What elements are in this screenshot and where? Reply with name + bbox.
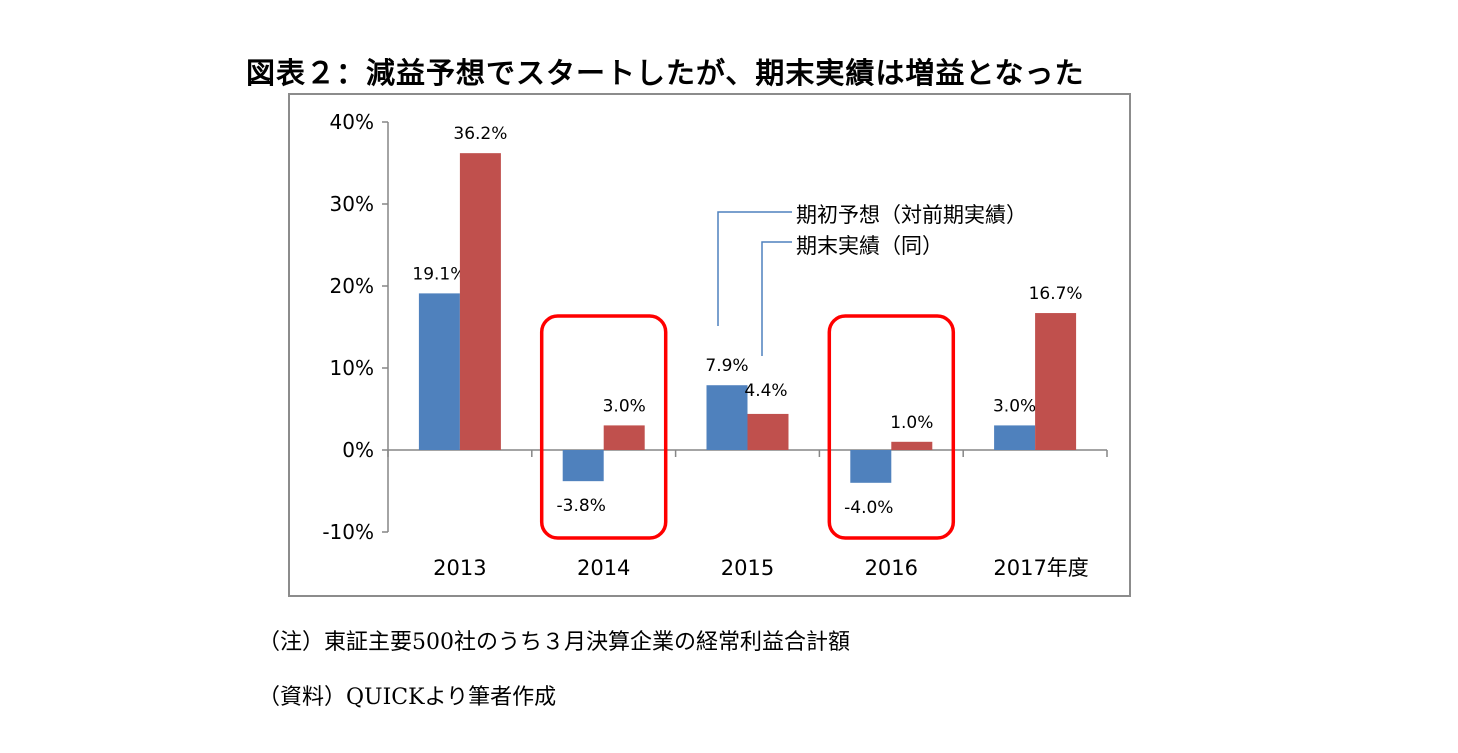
bar-actual	[891, 441, 933, 450]
legend-label-actual: 期末実績（同）	[796, 234, 943, 258]
legend-label-forecast: 期初予想（対前期実績）	[796, 203, 1027, 227]
data-label: 4.4%	[744, 381, 787, 401]
y-tick-label: 10%	[330, 356, 374, 380]
bar-actual	[603, 425, 645, 450]
y-tick-label: 30%	[330, 192, 374, 216]
highlight-box	[827, 314, 956, 540]
bar-actual	[459, 153, 501, 450]
bar-forecast	[994, 425, 1036, 450]
data-label: 3.0%	[603, 396, 646, 416]
data-label: -3.8%	[557, 496, 606, 516]
footnote: （注）東証主要500社のうち３月決算企業の経常利益合計額	[258, 630, 850, 655]
y-tick-label: 20%	[330, 274, 374, 298]
bar-forecast	[562, 450, 604, 482]
x-category-label: 2014	[577, 556, 630, 580]
x-category-label: 2016	[865, 556, 918, 580]
chart-frame	[288, 93, 1131, 597]
data-label: 3.0%	[993, 396, 1036, 416]
legend-leader-actual	[761, 241, 792, 356]
bar-forecast	[850, 450, 892, 483]
bar-forecast	[418, 293, 460, 450]
x-category-label: 2015	[721, 556, 774, 580]
bar-forecast	[706, 385, 748, 450]
data-label: 19.1%	[412, 264, 466, 284]
y-tick-label: 40%	[330, 110, 374, 134]
x-category-label: 2013	[433, 556, 486, 580]
bar-actual	[1035, 313, 1077, 450]
data-label: 7.9%	[705, 356, 748, 376]
source-note: （資料）QUICKより筆者作成	[258, 685, 557, 710]
y-tick-label: -10%	[322, 520, 374, 544]
data-label: -4.0%	[844, 498, 893, 518]
highlight-box	[539, 314, 668, 540]
bar-actual	[747, 413, 789, 450]
x-category-label: 2017年度	[993, 556, 1088, 580]
y-tick-label: 0%	[342, 438, 374, 462]
data-label: 36.2%	[453, 124, 507, 144]
data-label: 16.7%	[1029, 284, 1083, 304]
chart-title: 図表２：減益予想でスタートしたが、期末実績は増益となった	[246, 56, 1085, 90]
legend-leader-forecast	[717, 211, 792, 326]
data-label: 1.0%	[890, 413, 933, 433]
